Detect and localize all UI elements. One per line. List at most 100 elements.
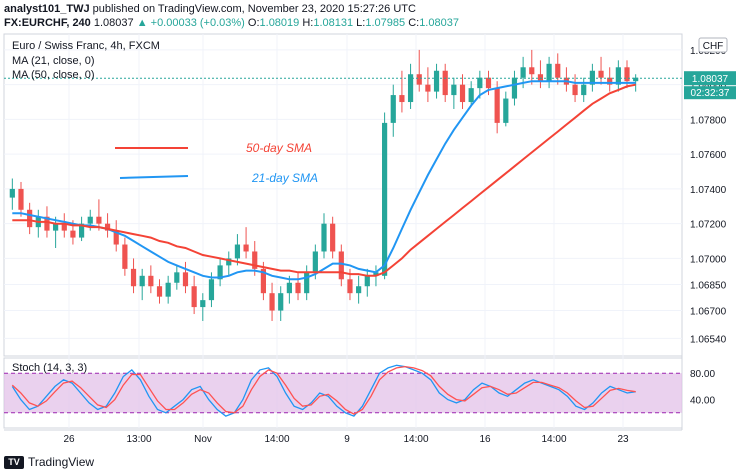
main-pane xyxy=(3,33,683,357)
tradingview-footer[interactable]: TV TradingView xyxy=(4,455,94,469)
currency-badge[interactable] xyxy=(698,37,728,53)
candle-body xyxy=(165,282,171,297)
time-tick-label: 23 xyxy=(617,434,629,445)
time-tick-label: Nov xyxy=(194,434,212,445)
time-tick-label: 26 xyxy=(63,434,75,445)
time-axis-ticks[interactable]: 26 13:00 Nov 14:00 9 14:00 16 14:00 23 xyxy=(63,434,629,445)
current-price-box xyxy=(684,71,736,86)
grid-lines xyxy=(4,34,682,428)
candle-body xyxy=(278,293,284,311)
ma50-line xyxy=(12,83,636,277)
candle-body xyxy=(477,77,483,89)
stoch-tick-label: 80.00 xyxy=(690,369,715,380)
current-price-label: 1.08037 xyxy=(692,74,729,85)
candle-body xyxy=(208,279,215,301)
candle-body xyxy=(633,77,639,82)
time-tick-label: 14:00 xyxy=(541,434,566,445)
currency-badge-text: CHF xyxy=(703,41,724,52)
publish-info: published on TradingView.com, November 2… xyxy=(92,3,416,15)
chart-title[interactable]: Euro / Swiss Franc, 4h, FXCM xyxy=(12,40,160,52)
sma21-legend-line xyxy=(119,175,189,179)
high-value: 1.08131 xyxy=(313,17,354,29)
brand-name: TradingView xyxy=(28,455,95,469)
candle-body xyxy=(485,77,492,89)
candle-body xyxy=(252,251,258,269)
candle-body xyxy=(234,244,241,259)
price-tick-label: 1.06700 xyxy=(690,307,727,318)
candle-body xyxy=(295,282,301,294)
price-tick-label: 1.08000 xyxy=(690,81,727,92)
candle-body xyxy=(433,70,440,92)
ma21-legend[interactable]: MA (21, close, 0) xyxy=(12,55,95,67)
price-tick-label: 1.06850 xyxy=(690,280,727,291)
candle-body xyxy=(9,188,15,198)
candle-body xyxy=(113,230,119,245)
candle-body xyxy=(373,272,379,276)
candle-body xyxy=(425,84,431,92)
candle-body xyxy=(347,279,353,294)
price-tick-label: 1.07600 xyxy=(690,150,727,161)
candle-body xyxy=(607,77,613,85)
candle-body xyxy=(520,67,526,78)
candle-body xyxy=(442,70,448,96)
candle-body xyxy=(217,265,223,280)
moving-averages xyxy=(4,77,682,281)
candle-body xyxy=(139,275,145,287)
current-price-marker: 1.08037 02:32:37 xyxy=(684,71,736,100)
stoch-d-line xyxy=(11,365,636,415)
candle-body xyxy=(148,275,154,287)
candle-body xyxy=(44,216,50,231)
time-tick-label: 16 xyxy=(479,434,491,445)
candlestick-series xyxy=(9,49,639,321)
candle-body xyxy=(624,67,630,82)
price-tick-label: 1.07000 xyxy=(690,254,727,265)
candle-body xyxy=(70,230,76,238)
candle-body xyxy=(407,74,414,103)
candle-body xyxy=(356,286,362,294)
high-label: H: xyxy=(302,17,314,29)
candle-body xyxy=(399,95,405,103)
stoch-legend[interactable]: Stoch (14, 3, 3) xyxy=(12,362,88,374)
candle-body xyxy=(304,272,310,294)
candle-body xyxy=(104,223,111,231)
candle-body xyxy=(338,251,344,280)
candle-body xyxy=(529,67,535,75)
close-label: C: xyxy=(408,17,420,29)
low-label: L: xyxy=(356,17,366,29)
candle-body xyxy=(390,95,396,123)
candle-body xyxy=(555,63,561,78)
candle-body xyxy=(546,63,552,82)
countdown-label: 02:32:37 xyxy=(691,88,730,99)
candle-body xyxy=(61,223,67,231)
candle-body xyxy=(330,223,336,252)
ma21-line xyxy=(12,80,636,281)
candle-body xyxy=(182,272,189,287)
candle-body xyxy=(459,84,466,103)
sma21-annotation: 21-day SMA xyxy=(251,171,318,185)
price-tick-label: 1.06540 xyxy=(690,334,727,345)
candle-body xyxy=(589,70,595,85)
candle-body xyxy=(130,268,137,287)
open-value: 1.08019 xyxy=(259,17,300,29)
last-close: 1.08037 xyxy=(93,17,134,29)
candle-body xyxy=(27,209,33,228)
price-tick-label: 1.07800 xyxy=(690,115,727,126)
candle-body xyxy=(191,286,197,308)
candle-body xyxy=(200,300,206,308)
candle-body xyxy=(53,223,59,231)
candle-body xyxy=(243,244,249,252)
symbol-name[interactable]: FX:EURCHF, 240 xyxy=(4,17,91,29)
price-axis-ticks[interactable]: 1.06540 1.06700 1.06850 1.07000 1.07200 1.074… xyxy=(690,46,727,407)
candle-body xyxy=(96,216,102,224)
candle-body xyxy=(511,77,518,99)
candle-body xyxy=(537,74,544,82)
candle-body xyxy=(321,223,327,252)
candle-body xyxy=(494,88,500,123)
ma50-legend[interactable]: MA (50, close, 0) xyxy=(12,69,95,81)
symbol-header: FX:EURCHF, 240 1.08037 ▲ +0.00033 (+0.03… xyxy=(4,17,459,29)
candle-body xyxy=(174,272,180,283)
sma50-annotation: 50-day SMA xyxy=(246,141,312,155)
time-tick-label: 9 xyxy=(344,434,350,445)
author-name[interactable]: analyst101_TWJ xyxy=(4,3,90,15)
